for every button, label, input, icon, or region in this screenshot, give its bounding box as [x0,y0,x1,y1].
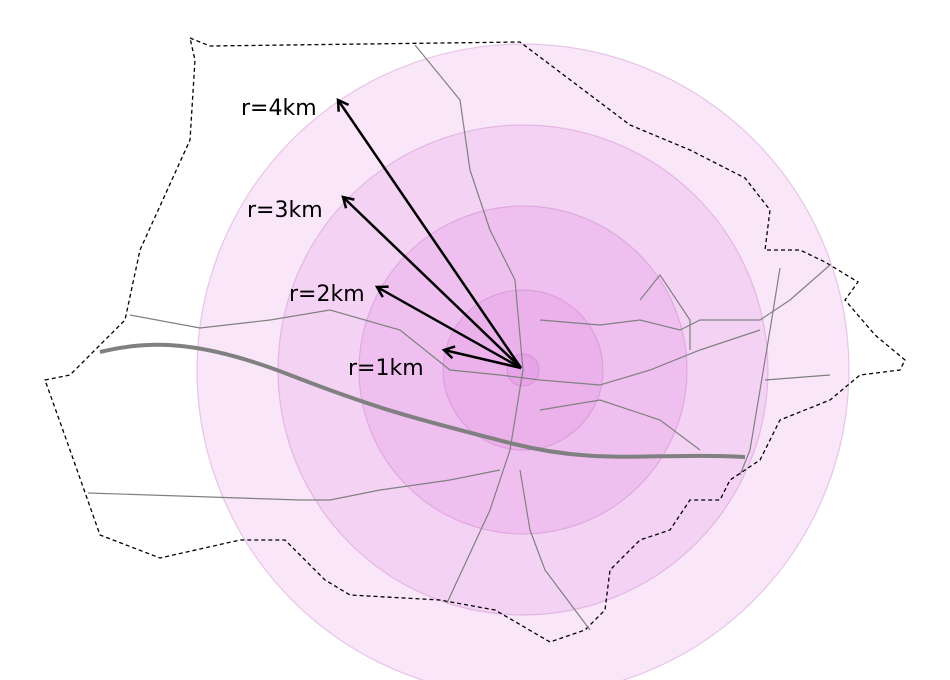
ring-label: r=1km [348,356,424,381]
road [639,273,691,350]
road [414,44,524,604]
road [87,469,501,501]
road [539,399,701,451]
arrow-1km [444,350,522,370]
road [129,309,761,386]
arrow-4km [338,100,523,369]
arrow-3km [343,197,522,369]
ring-label: r=4km [241,96,317,121]
highway [99,342,746,459]
boundary [44,36,906,643]
road [739,267,781,476]
ring-4km [196,43,850,680]
rings [196,43,850,680]
ring-label: r=3km [247,198,323,223]
arrow-2km [377,287,522,370]
roads [87,44,831,631]
arrows [338,100,523,370]
road [764,374,831,381]
ring-label: r=2km [289,282,365,307]
road [519,469,591,631]
